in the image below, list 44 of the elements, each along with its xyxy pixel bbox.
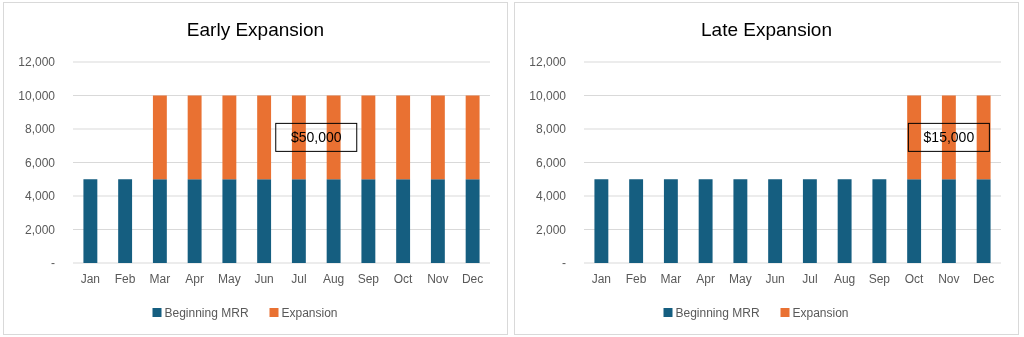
y-tick-label: 6,000 xyxy=(24,155,56,170)
y-tick-label: 10,000 xyxy=(18,88,56,103)
y-tick-label: 6,000 xyxy=(535,155,567,170)
x-tick-label: Aug xyxy=(833,272,856,286)
legend-label: Beginning MRR xyxy=(675,306,760,321)
x-tick-label: Jun xyxy=(765,272,785,286)
x-tick-label: Feb xyxy=(625,272,647,286)
x-tick-label: May xyxy=(729,272,752,286)
x-tick-label: Dec xyxy=(461,272,484,286)
x-tick-label: Oct xyxy=(904,272,925,286)
y-tick-label: 4,000 xyxy=(535,189,567,204)
x-tick-label: Mar xyxy=(660,272,682,286)
x-tick-label: Sep xyxy=(868,272,891,286)
x-tick-label: Mar xyxy=(149,272,171,286)
y-tick-label: 12,000 xyxy=(529,55,567,70)
x-tick-label: Jan xyxy=(591,272,612,286)
x-tick-label: Aug xyxy=(322,272,345,286)
x-tick-label: Oct xyxy=(393,272,414,286)
y-tick-label: 8,000 xyxy=(535,122,567,137)
legend-label: Expansion xyxy=(281,306,338,321)
legend-label: Expansion xyxy=(792,306,849,321)
y-tick-label: 2,000 xyxy=(24,222,56,237)
x-tick-label: Nov xyxy=(427,272,449,286)
x-tick-label: Jun xyxy=(254,272,274,286)
x-tick-label: Jan xyxy=(80,272,101,286)
legend-label: Beginning MRR xyxy=(164,306,249,321)
y-tick-label: 12,000 xyxy=(18,55,56,70)
y-tick-label: - xyxy=(562,256,566,271)
y-tick-label: 8,000 xyxy=(24,122,56,137)
chart-title: Late Expansion xyxy=(701,19,832,40)
x-tick-label: Feb xyxy=(114,272,136,286)
x-tick-label: May xyxy=(218,272,241,286)
x-tick-label: Jul xyxy=(291,272,307,286)
chart-title: Early Expansion xyxy=(186,19,325,40)
x-tick-label: Nov xyxy=(938,272,960,286)
x-tick-label: Sep xyxy=(357,272,380,286)
x-tick-label: Apr xyxy=(696,272,715,286)
y-tick-label: - xyxy=(51,256,55,271)
y-tick-label: 4,000 xyxy=(24,189,56,204)
x-tick-label: Jul xyxy=(802,272,818,286)
y-tick-label: 2,000 xyxy=(535,222,567,237)
x-tick-label: Dec xyxy=(972,272,995,286)
y-tick-label: 10,000 xyxy=(529,88,567,103)
x-tick-label: Apr xyxy=(185,272,204,286)
